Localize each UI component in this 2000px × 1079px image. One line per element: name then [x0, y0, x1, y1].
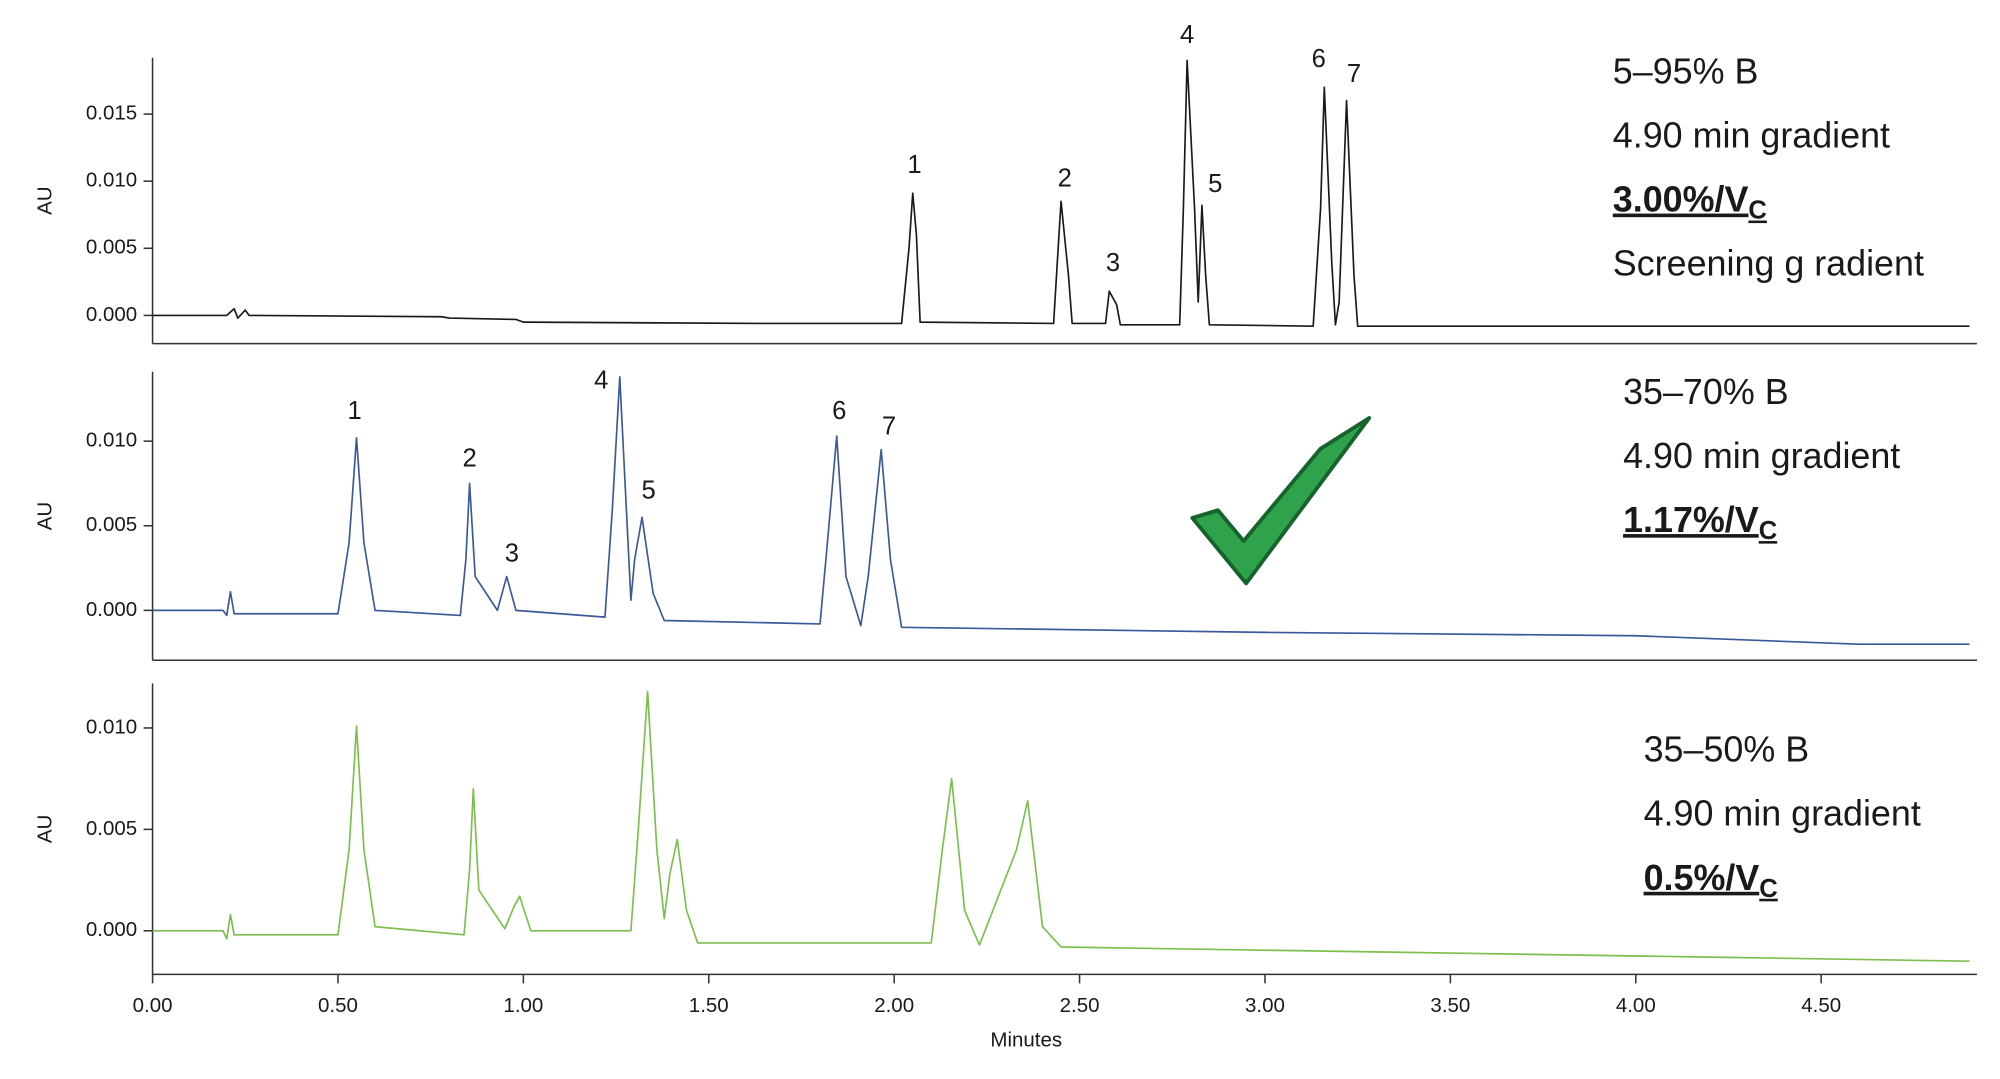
- note-text: 0.5%/V: [1644, 858, 1760, 898]
- peak-label: 1: [348, 397, 362, 425]
- peak-label: 6: [832, 397, 846, 425]
- y-tick-label: 0.010: [86, 715, 137, 738]
- note: 5–95% B: [1613, 52, 1759, 92]
- x-tick-label: 1.50: [689, 994, 729, 1017]
- trace: [152, 376, 1970, 646]
- peak-label: 3: [1106, 249, 1120, 277]
- peak-label: 7: [1347, 60, 1361, 88]
- note: Screening g radient: [1613, 244, 1924, 284]
- note-text: 4.90 min gradient: [1623, 436, 1900, 476]
- note-text: Screening g radient: [1613, 244, 1924, 284]
- y-tick-label: 0.005: [86, 236, 137, 259]
- y-tick-label: 0.005: [86, 513, 137, 536]
- x-tick-label: 2.00: [874, 994, 914, 1017]
- trace: [152, 690, 1970, 963]
- note-text: 35–70% B: [1623, 372, 1789, 412]
- peak-label: 3: [505, 539, 519, 567]
- peak-label: 2: [1058, 165, 1072, 193]
- note-subscript: C: [1759, 875, 1778, 903]
- x-tick-label: 1.00: [503, 994, 543, 1017]
- x-tick-label: 0.50: [318, 994, 358, 1017]
- note: 35–70% B: [1623, 372, 1789, 412]
- note-subscript: C: [1759, 517, 1778, 545]
- y-axis-label: AU: [34, 186, 57, 214]
- panel: AU 0.000 0.005 0.010 1 2 3 4 5 6 7 35–70% B 4.90 min…: [34, 367, 1977, 662]
- peak-label: 5: [1208, 170, 1222, 198]
- note-text: 4.90 min gradient: [1613, 116, 1890, 156]
- x-tick-label: 3.00: [1245, 994, 1285, 1017]
- x-tick-label: 4.50: [1801, 994, 1841, 1017]
- peak-label: 5: [642, 477, 656, 505]
- note-text: 4.90 min gradient: [1644, 794, 1921, 834]
- peak-label: 4: [1180, 21, 1194, 49]
- panel: AU 0.000 0.005 0.010 0.00 0.50 1.00 1.50 2.00 2.5…: [34, 683, 1977, 1051]
- x-tick-label: 2.50: [1060, 994, 1100, 1017]
- note: 4.90 min gradient: [1623, 436, 1900, 476]
- y-tick-label: 0.010: [86, 429, 137, 452]
- peak-label: 7: [882, 412, 896, 440]
- x-tick-label: 3.50: [1430, 994, 1470, 1017]
- panel: AU 0.000 0.005 0.010 0.015 1 2 3 4 5 67 5–95% B 4.90…: [34, 21, 1977, 345]
- y-tick-label: 0.010: [86, 169, 137, 192]
- peak-label: 1: [907, 151, 921, 179]
- trace: [152, 59, 1970, 327]
- y-tick-label: 0.005: [86, 817, 137, 840]
- note-subscript: C: [1748, 196, 1767, 224]
- y-tick-label: 0.000: [86, 918, 137, 941]
- peak-label: 4: [594, 367, 608, 395]
- note: 0.5%/VC: [1644, 858, 1778, 902]
- x-tick-label: 0.00: [133, 994, 173, 1017]
- note-text: 3.00%/V: [1613, 180, 1749, 220]
- note: 1.17%/VC: [1623, 501, 1777, 545]
- note: 35–50% B: [1644, 730, 1810, 770]
- note: 4.90 min gradient: [1644, 794, 1921, 834]
- note: 3.00%/VC: [1613, 180, 1767, 224]
- y-axis-label: AU: [34, 815, 57, 843]
- peak-label: 2: [462, 445, 476, 473]
- check-mark: [1190, 416, 1372, 586]
- check-mark-shape: [1190, 416, 1372, 586]
- y-tick-label: 0.015: [86, 101, 137, 124]
- note: 4.90 min gradient: [1613, 116, 1890, 156]
- x-tick-label: 4.00: [1616, 994, 1656, 1017]
- note-text: 35–50% B: [1644, 730, 1810, 770]
- y-tick-label: 0.000: [86, 598, 137, 621]
- y-axis-label: AU: [34, 502, 57, 530]
- x-axis-label: Minutes: [990, 1028, 1062, 1051]
- y-tick-label: 0.000: [86, 303, 137, 326]
- peak-label: 6: [1312, 45, 1326, 73]
- note-text: 1.17%/V: [1623, 501, 1759, 541]
- note-text: 5–95% B: [1613, 52, 1759, 92]
